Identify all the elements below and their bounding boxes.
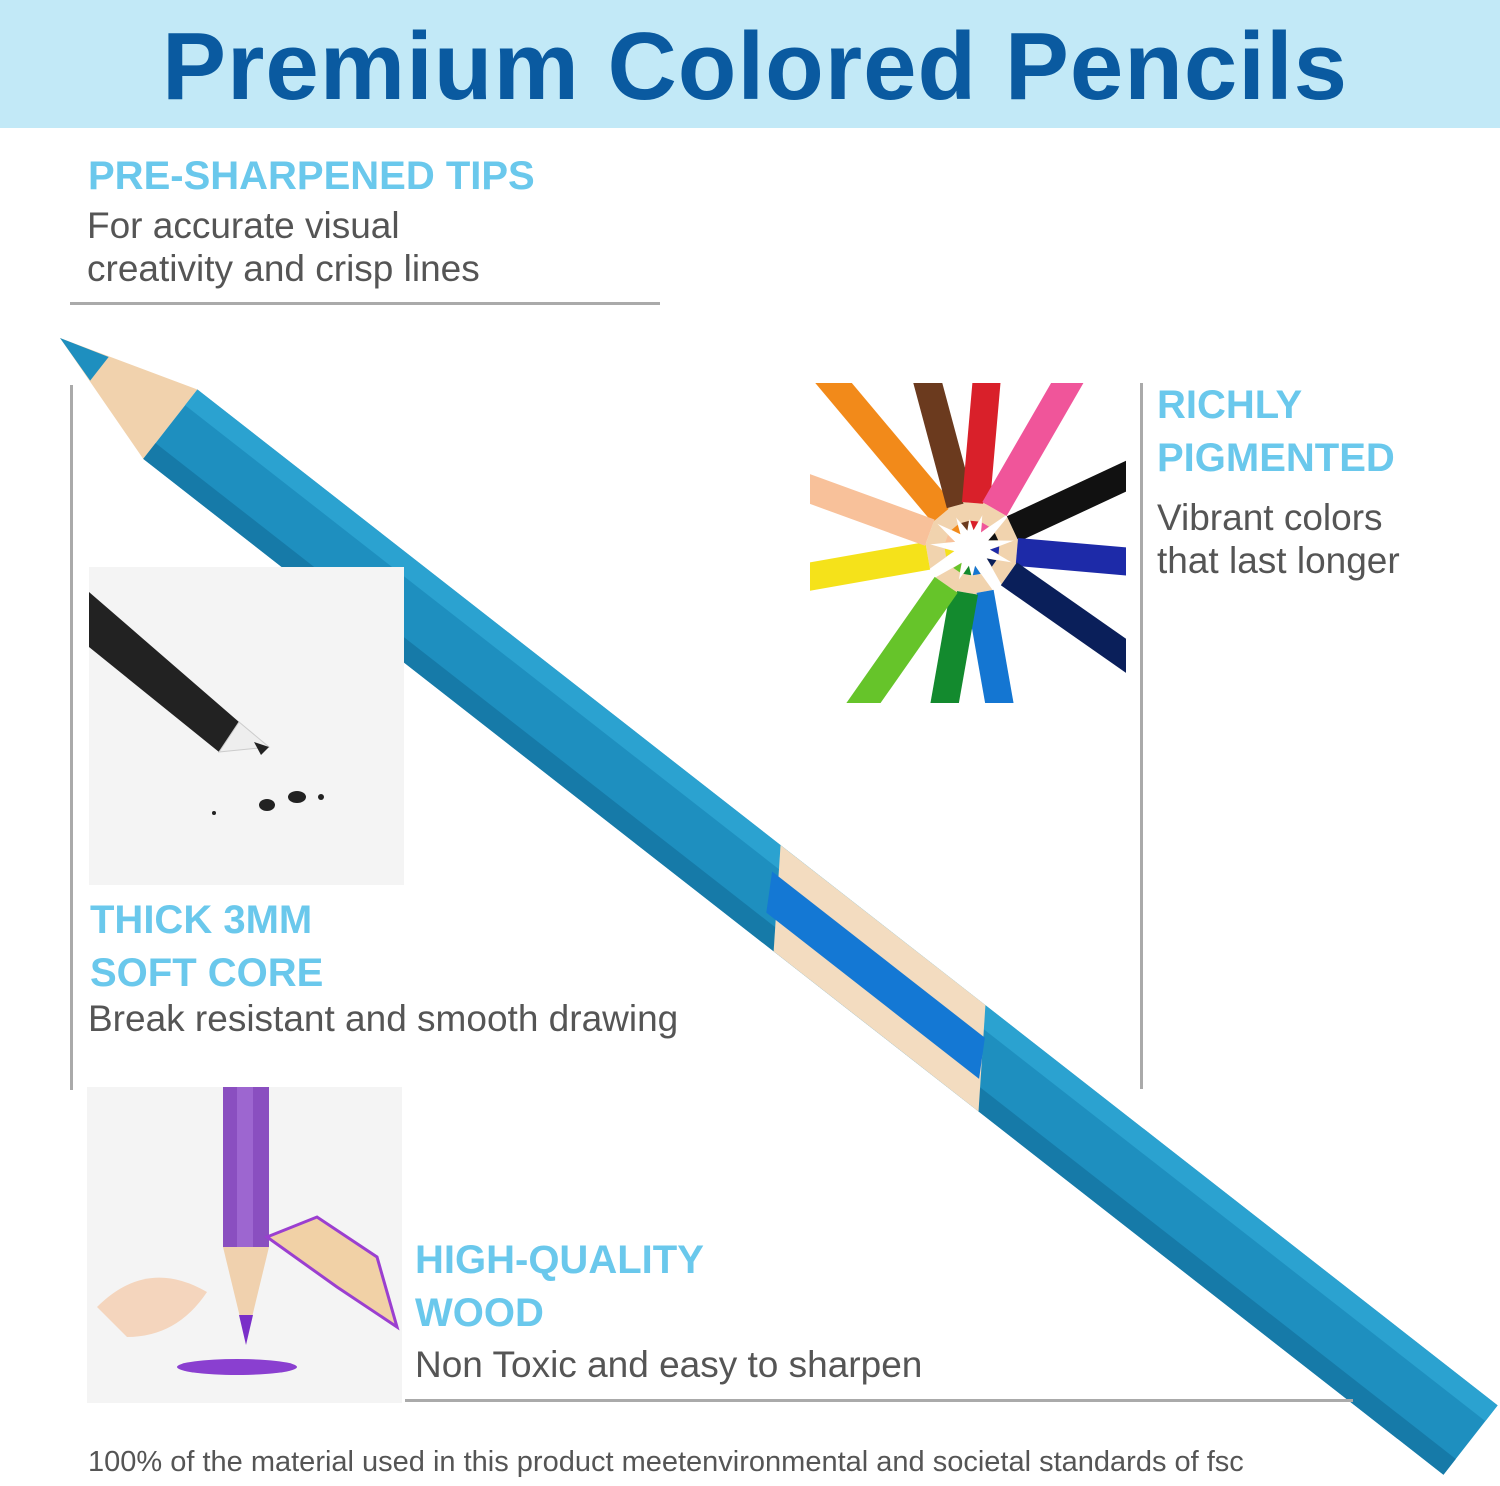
feature-heading-tips: PRE-SHARPENED TIPS bbox=[88, 154, 535, 198]
fsc-footer-note: 100% of the material used in this produc… bbox=[88, 1446, 1244, 1478]
header-banner bbox=[0, 0, 1500, 128]
feature-text-core: Break resistant and smooth drawing bbox=[88, 998, 679, 1039]
feature-heading-wood-2: WOOD bbox=[415, 1291, 544, 1335]
wheel-pencil bbox=[810, 451, 956, 546]
divider bbox=[70, 302, 660, 305]
divider bbox=[70, 385, 73, 1090]
feature-text-tips-2: creativity and crisp lines bbox=[87, 248, 480, 289]
black-pencil-photo bbox=[89, 567, 404, 885]
feature-text-pigment-2: that last longer bbox=[1157, 540, 1400, 581]
feature-heading-wood-1: HIGH-QUALITY bbox=[415, 1238, 704, 1282]
feature-text-pigment-1: Vibrant colors bbox=[1157, 497, 1383, 538]
wheel-pencil bbox=[981, 383, 1107, 533]
page-title: Premium Colored Pencils bbox=[161, 13, 1348, 120]
feature-heading-pigment-1: RICHLY bbox=[1157, 383, 1303, 427]
wheel-pencil bbox=[986, 558, 1126, 700]
pencil-lead-tip bbox=[60, 338, 109, 381]
wheel-pencil bbox=[988, 431, 1126, 542]
color-pencils-wheel-photo bbox=[810, 383, 1126, 703]
divider bbox=[1140, 383, 1143, 1089]
feature-heading-core-1: THICK 3MM bbox=[90, 898, 313, 942]
wheel-pencil bbox=[961, 383, 1008, 531]
feature-text-wood: Non Toxic and easy to sharpen bbox=[415, 1344, 923, 1385]
divider bbox=[405, 1399, 1353, 1402]
feature-text-tips-1: For accurate visual bbox=[87, 205, 400, 246]
wheel-pencil bbox=[820, 562, 962, 703]
wheel-pencil bbox=[915, 565, 978, 703]
purple-pencil-shavings-photo bbox=[87, 1087, 402, 1403]
pencil-core bbox=[766, 871, 985, 1079]
wheel-pencil bbox=[989, 537, 1126, 584]
feature-heading-pigment-2: PIGMENTED bbox=[1157, 436, 1395, 480]
wheel-pencil bbox=[810, 542, 955, 605]
feature-heading-core-2: SOFT CORE bbox=[90, 951, 324, 995]
